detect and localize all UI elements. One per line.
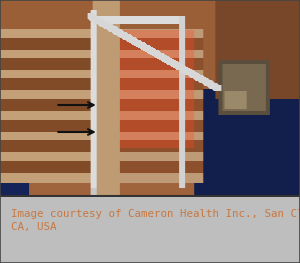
- Text: Image courtesy of Cameron Health Inc., San Clemente,
CA, USA: Image courtesy of Cameron Health Inc., S…: [11, 209, 300, 232]
